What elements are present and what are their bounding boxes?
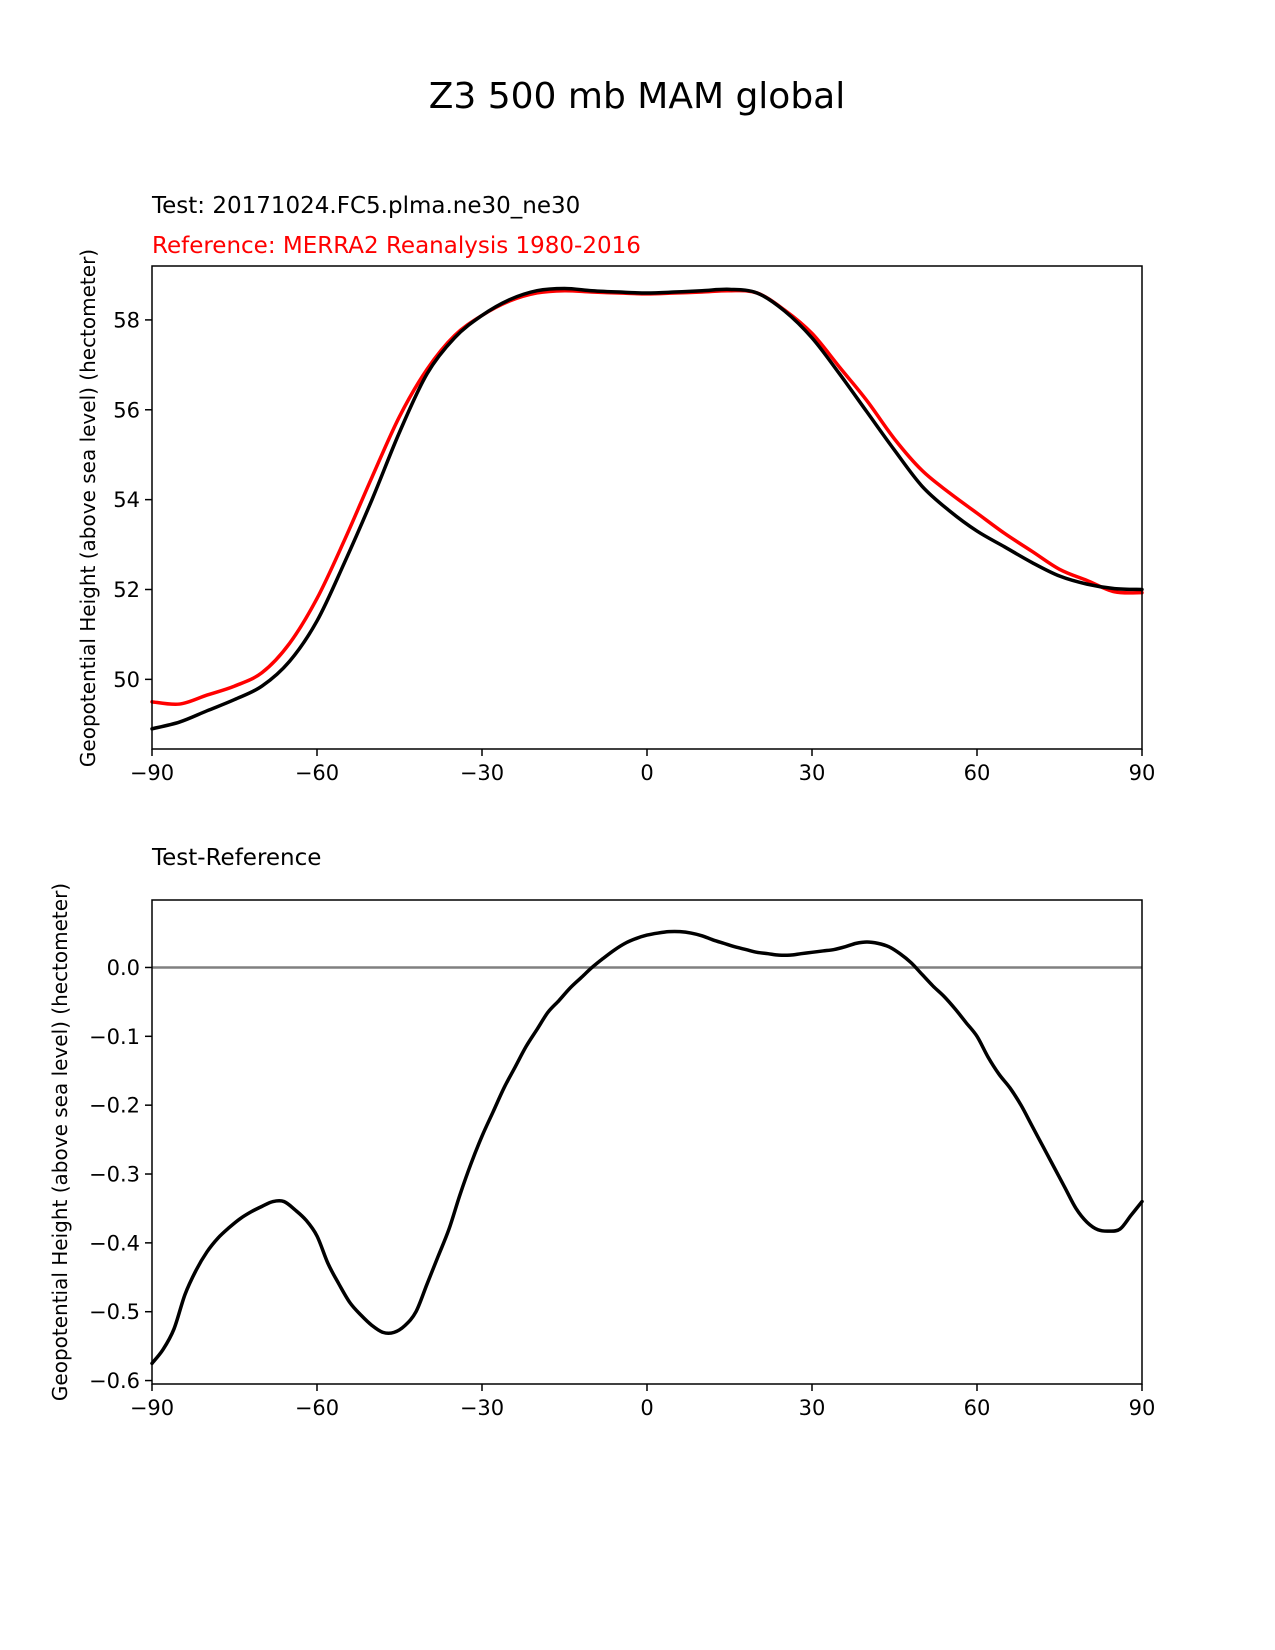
top-panel: Test: 20171024.FC5.plma.ne30_ne30 Refere… [76, 193, 1155, 785]
test-series-line [150, 286, 1144, 731]
reference-subtitle: Reference: MERRA2 Reanalysis 1980-2016 [152, 233, 641, 259]
bottom-x-tick-label: 30 [799, 1396, 826, 1420]
top-x-tick-label: 60 [964, 761, 991, 785]
bottom-y-tick-label: −0.5 [89, 1300, 140, 1324]
bottom-x-tick-label: 60 [964, 1396, 991, 1420]
top-plot-frame [151, 265, 1143, 750]
bottom-y-ticks: 0.0 −0.1 −0.2 −0.3 −0.4 −0.5 −0.6 [89, 956, 152, 1393]
top-y-tick-label: 50 [113, 668, 140, 692]
top-x-ticks: −90 −60 −30 0 30 60 90 [130, 749, 1156, 785]
bottom-x-ticks: −90 −60 −30 0 30 60 90 [130, 1384, 1156, 1420]
bottom-y-axis-label: Geopotential Height (above sea level) (h… [48, 883, 72, 1401]
bottom-x-tick-label: 0 [640, 1396, 653, 1420]
bottom-x-tick-label: −30 [460, 1396, 504, 1420]
bottom-y-tick-label: −0.1 [89, 1025, 140, 1049]
top-y-tick-label: 58 [113, 308, 140, 332]
bottom-y-tick-label: −0.2 [89, 1094, 140, 1118]
top-y-tick-label: 56 [113, 398, 140, 422]
bottom-plot-frame [151, 899, 1143, 1385]
figure-title: Z3 500 mb MAM global [429, 76, 846, 117]
bottom-y-tick-label: 0.0 [107, 956, 140, 980]
top-x-tick-label: −30 [460, 761, 504, 785]
top-y-axis-label: Geopotential Height (above sea level) (h… [76, 249, 100, 767]
bottom-y-tick-label: −0.4 [89, 1231, 140, 1255]
top-y-ticks: 50 52 54 56 58 [113, 308, 152, 692]
top-x-tick-label: −90 [130, 761, 174, 785]
difference-subtitle: Test-Reference [151, 845, 321, 871]
top-x-tick-label: 30 [799, 761, 826, 785]
bottom-x-tick-label: −60 [295, 1396, 339, 1420]
bottom-x-tick-label: 90 [1129, 1396, 1156, 1420]
bottom-x-tick-label: −90 [130, 1396, 174, 1420]
top-x-tick-label: 0 [640, 761, 653, 785]
reference-series-line [150, 288, 1144, 707]
top-x-tick-label: −60 [295, 761, 339, 785]
top-x-tick-label: 90 [1129, 761, 1156, 785]
difference-series-line [150, 929, 1144, 1366]
bottom-panel: Test-Reference Geopotential Height (abov… [48, 845, 1155, 1420]
test-subtitle: Test: 20171024.FC5.plma.ne30_ne30 [151, 193, 580, 219]
top-y-tick-label: 54 [113, 488, 140, 512]
bottom-y-tick-label: −0.3 [89, 1163, 140, 1187]
top-y-tick-label: 52 [113, 578, 140, 602]
bottom-y-tick-label: −0.6 [89, 1369, 140, 1393]
